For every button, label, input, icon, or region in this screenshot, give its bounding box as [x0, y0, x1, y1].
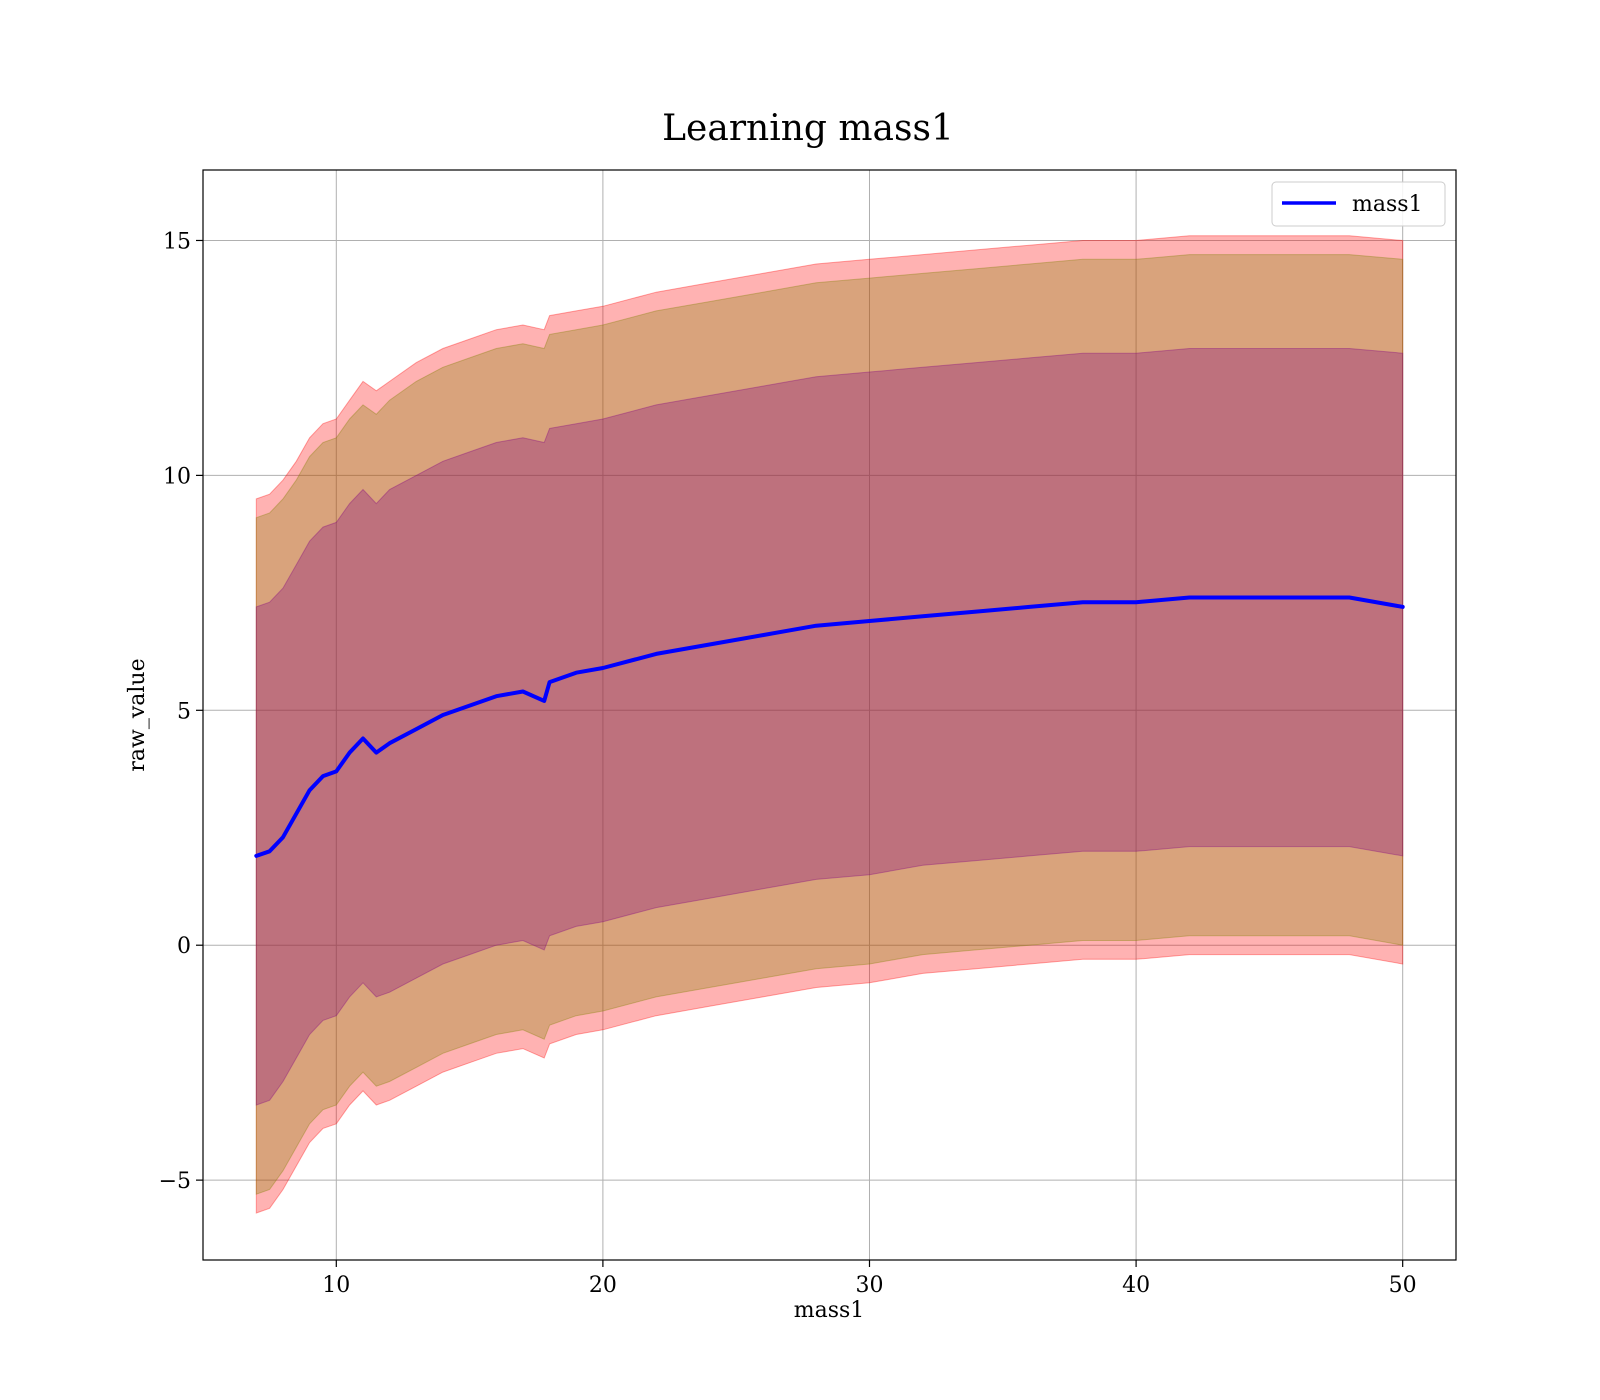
legend-entry-label: mass1: [1352, 192, 1423, 217]
x-tick-label: 30: [855, 1273, 883, 1298]
y-axis: −5 0 5 10 15: [159, 229, 203, 1194]
y-tick-label: −5: [159, 1169, 191, 1194]
x-axis: 10 20 30 40 50: [322, 1260, 1417, 1298]
x-tick-label: 40: [1122, 1273, 1150, 1298]
y-tick-label: 10: [163, 464, 191, 489]
band-inner: [255, 348, 1404, 1106]
y-tick-label: 15: [163, 229, 191, 254]
x-tick-label: 50: [1389, 1273, 1417, 1298]
confidence-bands: [255, 235, 1404, 1214]
series-lines: [254, 595, 1405, 858]
legend: mass1: [1271, 181, 1446, 227]
x-tick-label: 10: [322, 1273, 350, 1298]
y-tick-label: 5: [177, 699, 191, 724]
band-middle: [255, 254, 1404, 1195]
x-tick-label: 20: [589, 1273, 617, 1298]
y-axis-label: raw_value: [125, 658, 150, 771]
plot-frame: [202, 169, 1457, 1261]
legend-box: [1271, 181, 1446, 227]
chart-title: Learning mass1: [662, 108, 954, 149]
x-axis-label: mass1: [794, 1298, 865, 1323]
grid: [203, 170, 1456, 1260]
series-line-mass1: [254, 595, 1405, 858]
y-tick-label: 0: [177, 934, 191, 959]
band-outer: [255, 235, 1404, 1214]
